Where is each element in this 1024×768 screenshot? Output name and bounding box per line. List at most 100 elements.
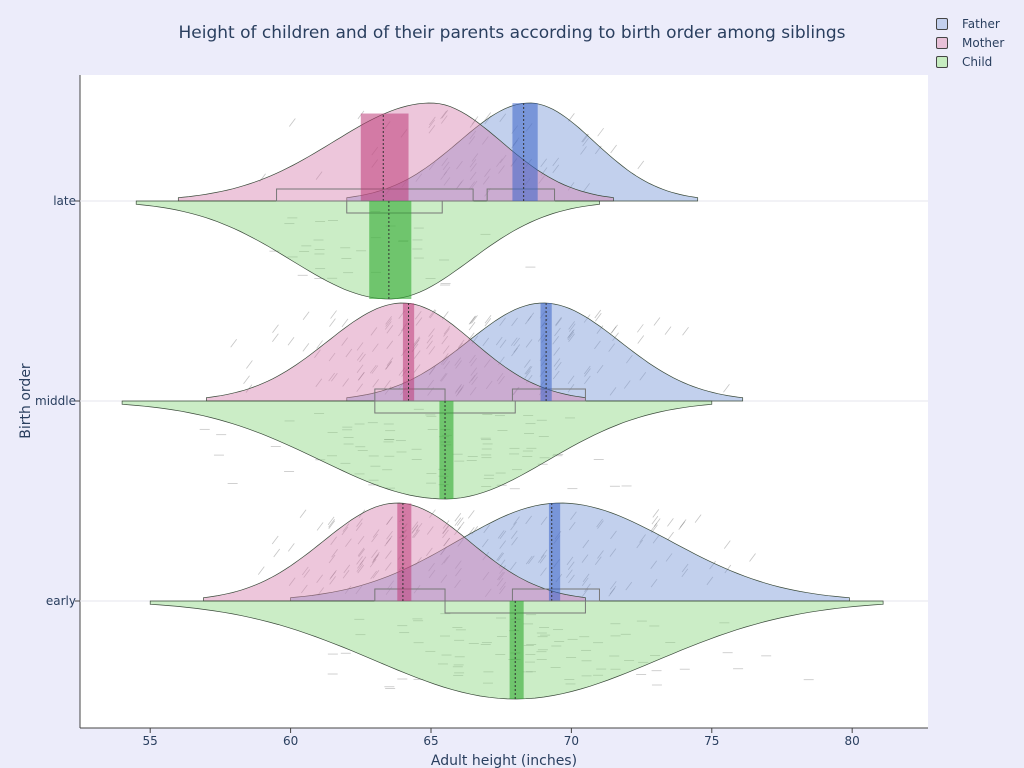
rug-mark (454, 517, 462, 526)
rug-mark (471, 376, 478, 386)
rug-mark (259, 173, 266, 183)
rug-mark (471, 372, 478, 381)
rug-mark (414, 311, 422, 320)
rug-mark (328, 352, 336, 362)
rug-mark (413, 350, 421, 359)
rug-mark (371, 343, 379, 352)
rug-mark (568, 323, 576, 332)
rug-mark (331, 548, 338, 558)
rug-mark (455, 567, 462, 577)
rug-mark (457, 339, 465, 349)
legend-item-child[interactable]: Child (936, 52, 1004, 71)
rug-mark (567, 561, 575, 570)
rug-mark (386, 340, 394, 349)
rug-mark (639, 372, 647, 381)
rug-mark (584, 375, 591, 385)
rug-mark (355, 585, 363, 595)
rug-mark (694, 514, 702, 523)
rug-mark (540, 167, 548, 176)
rug-mark (369, 364, 377, 374)
rug-mark (469, 171, 477, 181)
rug-mark (356, 563, 364, 572)
rug-mark (499, 565, 506, 574)
rug-mark (441, 157, 449, 167)
rug-mark (443, 537, 450, 547)
rug-mark (639, 534, 646, 543)
x-tick-label-55: 55 (143, 734, 158, 748)
rug-mark (301, 566, 309, 576)
rug-mark (540, 158, 548, 167)
rug-mark (456, 160, 463, 170)
rug-mark (316, 340, 323, 349)
rug-mark (482, 176, 490, 185)
rug-mark (287, 337, 295, 346)
rug-mark (316, 522, 324, 531)
rug-mark (443, 166, 451, 176)
rug-mark (457, 386, 464, 395)
rug-mark (457, 179, 464, 188)
rug-mark (272, 333, 279, 342)
rug-mark (315, 171, 323, 180)
rug-mark (470, 180, 478, 190)
rug-mark (384, 562, 392, 571)
rug-mark (457, 384, 465, 394)
rug-mark (357, 564, 365, 574)
mean-band-mother-early (397, 503, 412, 601)
rug-mark (582, 573, 590, 583)
rug-mark (243, 375, 250, 385)
rug-mark (527, 555, 535, 564)
rug-mark (567, 384, 575, 393)
rug-mark (469, 315, 477, 325)
rug-mark (570, 511, 577, 520)
rug-mark (552, 370, 560, 380)
rug-mark (538, 175, 546, 184)
rug-mark (443, 360, 451, 370)
rug-mark (342, 378, 349, 387)
rug-mark (357, 372, 365, 381)
rug-mark (428, 366, 436, 376)
rug-mark (468, 321, 476, 331)
y-tick-label-late: late (53, 194, 76, 208)
rug-mark (455, 388, 463, 397)
rug-mark (512, 386, 520, 396)
rug-mark (428, 119, 436, 129)
legend-item-mother[interactable]: Mother (936, 33, 1004, 52)
rug-mark (372, 529, 380, 538)
rug-mark (527, 312, 535, 321)
rug-mark (411, 525, 419, 534)
rug-mark (342, 570, 350, 579)
rug-mark (510, 337, 518, 346)
rug-mark (626, 354, 633, 364)
legend-item-father[interactable]: Father (936, 14, 1004, 33)
rug-mark (612, 332, 619, 342)
rug-mark (498, 165, 505, 174)
rug-mark (498, 559, 506, 568)
rug-mark (471, 315, 478, 324)
rug-mark (411, 524, 419, 533)
rug-mark (429, 116, 436, 126)
rug-mark (357, 535, 365, 545)
rug-mark (386, 516, 393, 525)
rug-mark (499, 540, 507, 549)
rug-mark (594, 312, 602, 322)
rug-mark (356, 342, 364, 351)
violins (121, 102, 884, 700)
rug-mark (584, 583, 591, 592)
rug-mark (330, 570, 337, 579)
rug-mark (288, 577, 296, 587)
rug-mark (356, 518, 363, 527)
rug-mark (356, 364, 364, 374)
rug-mark (524, 370, 531, 379)
rug-mark (440, 373, 448, 382)
rug-mark (443, 325, 451, 335)
rug-mark (525, 315, 532, 325)
rug-mark (415, 317, 423, 326)
rug-mark (442, 520, 450, 529)
rug-mark (413, 529, 420, 539)
rug-mark (525, 374, 533, 384)
rug-mark (511, 317, 518, 327)
rug-mark (426, 526, 434, 535)
rug-mark (594, 309, 602, 319)
rug-mark (499, 581, 507, 591)
rug-mark (609, 548, 617, 557)
